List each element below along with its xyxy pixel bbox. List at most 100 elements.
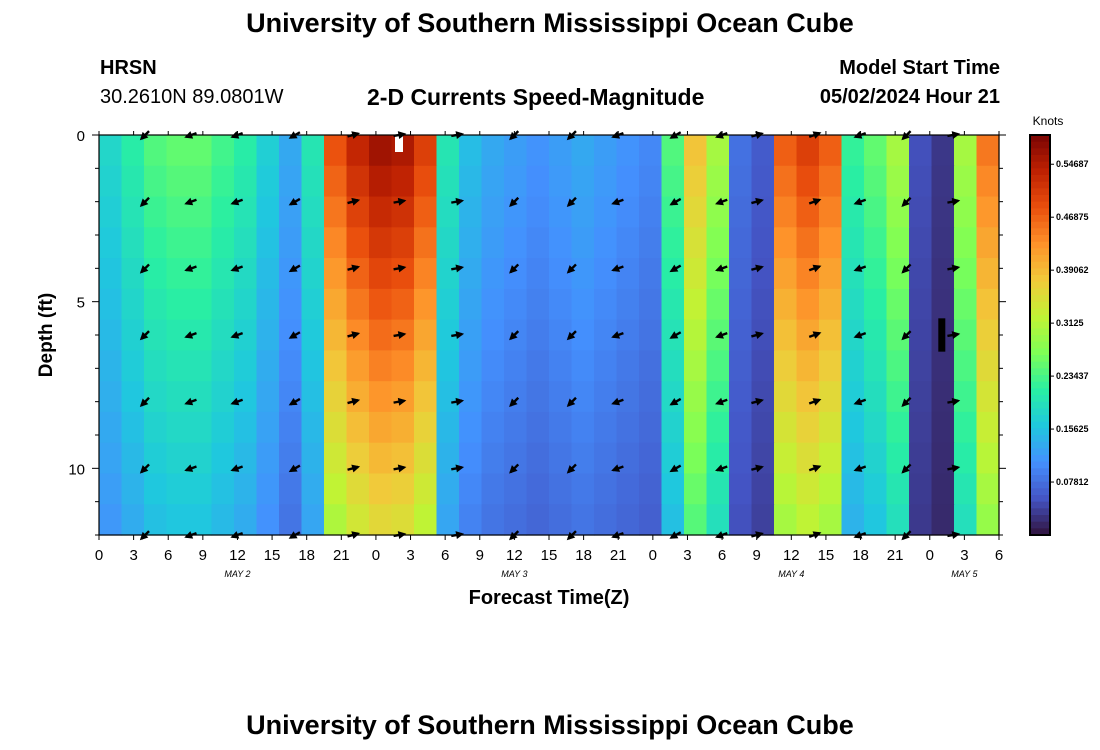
velocity-arrow [184,264,197,272]
heatmap-cell [414,135,438,167]
arrow-head [611,197,621,206]
velocity-arrow [451,331,465,340]
heatmap-cell [121,227,145,259]
heatmap-cell [886,411,910,444]
heatmap-cell [189,381,213,413]
heatmap-cell [549,258,573,290]
heatmap-cell [346,411,370,444]
heatmap-cell [751,319,775,351]
heatmap-cell [639,165,663,198]
x-tick-label: 6 [995,547,1003,564]
heatmap-cell [616,319,640,351]
heatmap-cell [954,258,978,290]
heatmap-cell [211,196,235,228]
heatmap-cell [414,319,438,351]
velocity-arrow [451,464,465,473]
heatmap-cell [729,350,753,382]
heatmap-cell [459,442,483,475]
arrow-head [455,331,465,340]
x-tick-label: 21 [333,547,350,564]
heatmap-cell [841,350,865,382]
arrow-head [901,265,910,274]
heatmap-cell [121,288,145,321]
heatmap-cell [324,288,348,321]
heatmap-cell [324,411,348,444]
colorbar-swatch [1030,255,1050,263]
heatmap-cell [706,411,730,444]
velocity-arrow [139,196,150,207]
colorbar-swatch [1030,175,1050,183]
heatmap-cell [166,227,190,259]
heatmap-cell [481,411,505,444]
heatmap-cell [144,442,168,475]
arrow-head [669,264,679,273]
velocity-arrow [853,464,867,472]
colorbar-swatch [1030,168,1050,176]
heatmap-cell [301,196,325,228]
heatmap-cell [819,381,843,413]
heatmap-cell [99,350,123,382]
heatmap-cell [729,473,753,505]
heatmap-cell [931,135,955,167]
heatmap-cell [886,504,910,536]
heatmap-cell [729,227,753,259]
heatmap-cell [931,473,955,505]
heatmap-cell [391,165,415,198]
heatmap-cell [931,196,955,228]
heatmap-cell [279,135,303,167]
velocity-arrow [509,263,520,274]
velocity-arrow [347,197,361,206]
heatmap-cell [774,473,798,505]
heatmap-cell [414,381,438,413]
heatmap-cell [594,442,618,475]
heatmap-cell [796,227,820,259]
heatmap-cell [189,504,213,536]
velocity-arrow [230,397,244,406]
arrow-head [812,198,822,206]
heatmap-cell [931,165,955,198]
heatmap-cell [931,288,955,321]
heatmap-cell [751,227,775,259]
heatmap-cell [369,288,393,321]
model-start-label: Model Start Time [839,57,1000,79]
colorbar-swatch [1030,495,1050,503]
heatmap-cell [886,135,910,167]
heatmap-cell [594,135,618,167]
colorbar-swatch [1030,328,1050,336]
velocity-arrow [808,398,822,406]
heatmap-cell [211,288,235,321]
colorbar-frame [1029,134,1051,536]
chart-subtitle: 2-D Currents Speed-Magnitude [367,84,705,110]
heatmap-cell [481,442,505,475]
heatmap-cell [211,411,235,444]
colorbar-swatch [1030,261,1050,269]
heatmap-cell [189,411,213,444]
heatmap-cell [909,319,933,351]
heatmap-cell [459,165,483,198]
heatmap-cell [954,227,978,259]
heatmap-cell [909,350,933,382]
arrow-head [184,464,194,472]
heatmap-cell [391,227,415,259]
heatmap-cell [954,135,978,167]
heatmap-cell [234,381,258,413]
colorbar-tick-label: 0.46875 [1056,212,1089,222]
heatmap-cell [121,196,145,228]
velocity-arrow [669,331,682,339]
heatmap-cell [166,381,190,413]
heatmap-cell [616,442,640,475]
heatmap-cell [751,504,775,536]
heatmap-cell [594,411,618,444]
arrow-head [397,331,407,340]
heatmap-cell [594,165,618,198]
colorbar-tick-label: 0.39062 [1056,265,1089,275]
heatmap-cell [189,258,213,290]
arrow-head [566,131,576,141]
colorbar-swatch [1030,188,1050,196]
velocity-arrow [393,464,407,473]
heatmap-cell [976,350,1000,382]
velocity-arrow [751,197,764,206]
heatmap-cell [504,442,528,475]
heatmap-cell [121,442,145,475]
heatmap-cell [279,504,303,536]
